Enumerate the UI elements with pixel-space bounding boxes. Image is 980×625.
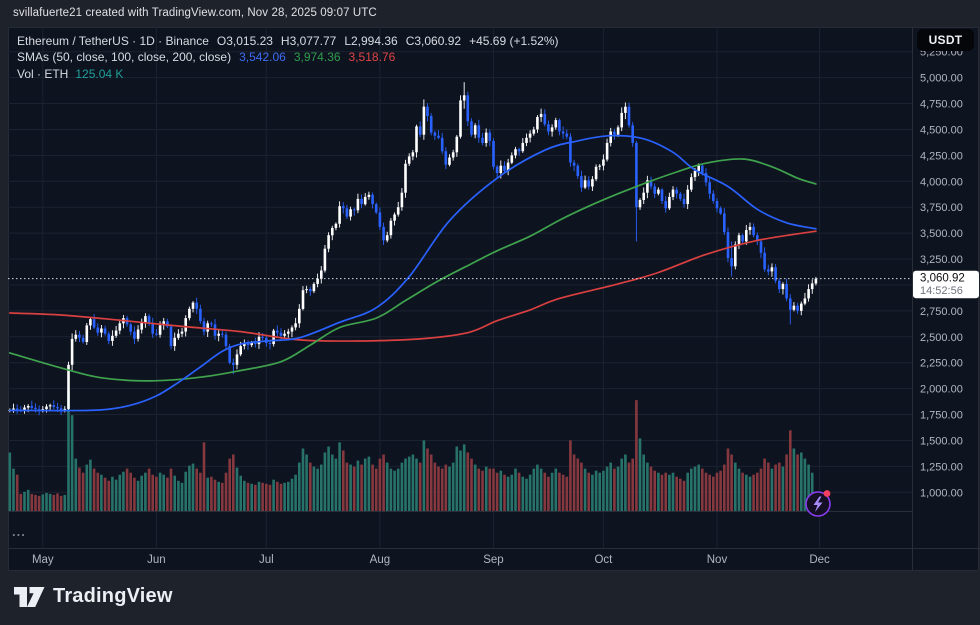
- svg-text:4,750.00: 4,750.00: [920, 99, 963, 111]
- currency-button[interactable]: USDT: [917, 29, 974, 51]
- attribution-bar: svillafuerte21 created with TradingView.…: [0, 0, 980, 27]
- svg-text:3,500.00: 3,500.00: [920, 228, 963, 240]
- notification-dot: [823, 490, 831, 497]
- sma100-line: [8, 158, 817, 382]
- svg-text:3,750.00: 3,750.00: [920, 202, 963, 214]
- bar-close-countdown: 14:52:56: [920, 285, 963, 297]
- sma200-line: [8, 230, 817, 342]
- more-options-ellipsis[interactable]: ...: [12, 524, 26, 539]
- svg-text:1,750.00: 1,750.00: [920, 410, 963, 422]
- ohlc-high: H3,077.77: [280, 34, 337, 48]
- flash-badge[interactable]: [805, 490, 831, 517]
- svg-text:Nov: Nov: [707, 554, 728, 566]
- candles: [8, 82, 818, 416]
- svg-text:Sep: Sep: [483, 554, 503, 566]
- symbol-title: Ethereum / TetherUS · 1D · Binance: [17, 34, 209, 48]
- sma-row: SMAs (50, close, 100, close, 200, close)…: [17, 49, 559, 65]
- price-chart-canvas[interactable]: 5,250.005,000.004,750.004,500.004,250.00…: [8, 27, 980, 572]
- lightning-icon: [813, 496, 823, 512]
- svg-text:Dec: Dec: [809, 554, 830, 566]
- svg-text:Jul: Jul: [259, 554, 274, 566]
- svg-text:4,000.00: 4,000.00: [920, 176, 963, 188]
- footer-bar: TradingView: [0, 571, 980, 625]
- svg-text:5,000.00: 5,000.00: [920, 73, 963, 85]
- time-axis[interactable]: May Jun Jul Aug Sep Oct Nov Dec: [32, 554, 830, 566]
- svg-text:1,000.00: 1,000.00: [920, 487, 963, 499]
- tradingview-logo[interactable]: TradingView: [14, 585, 173, 608]
- tradingview-logo-icon: [14, 586, 45, 607]
- svg-text:May: May: [32, 554, 54, 566]
- svg-text:Aug: Aug: [370, 554, 390, 566]
- chart-widget: 5,250.00 5,000.00 4,750.00 4,500.00 4,250.00…: [8, 27, 980, 572]
- chart-legend: Ethereum / TetherUS · 1D · Binance O3,015…: [17, 33, 559, 82]
- volume-bars: [8, 390, 818, 512]
- svg-text:3,060.92: 3,060.92: [920, 273, 965, 285]
- attribution-text: svillafuerte21 created with TradingView.…: [13, 7, 377, 19]
- svg-text:1,250.00: 1,250.00: [920, 461, 963, 473]
- price-change: +45.69 (+1.52%): [469, 34, 559, 48]
- volume-label: Vol · ETH: [17, 66, 69, 81]
- volume-value: 125.04 K: [75, 66, 124, 81]
- svg-text:2,750.00: 2,750.00: [920, 306, 963, 318]
- ohlc-open: O3,015.23: [216, 34, 273, 48]
- svg-text:2,500.00: 2,500.00: [920, 332, 963, 344]
- price-axis[interactable]: 5,250.005,000.004,750.004,500.004,250.00…: [920, 47, 963, 500]
- svg-text:1,500.00: 1,500.00: [920, 435, 963, 447]
- ohlc-close: C3,060.92: [405, 34, 462, 48]
- sma50-line: [8, 134, 817, 412]
- svg-text:2,250.00: 2,250.00: [920, 358, 963, 370]
- svg-text:Oct: Oct: [594, 554, 613, 566]
- svg-text:3,250.00: 3,250.00: [920, 254, 963, 266]
- svg-text:2,000.00: 2,000.00: [920, 384, 963, 396]
- sma50-value: 3,542.06: [239, 50, 286, 65]
- pane-separators: [8, 27, 980, 571]
- svg-text:4,500.00: 4,500.00: [920, 124, 963, 136]
- sma100-value: 3,974.36: [293, 50, 341, 65]
- symbol-row: Ethereum / TetherUS · 1D · Binance O3,015…: [17, 33, 559, 49]
- volume-row: Vol · ETH 125.04 K: [17, 66, 559, 82]
- sma-label: SMAs (50, close, 100, close, 200, close): [17, 50, 232, 65]
- svg-text:4,250.00: 4,250.00: [920, 150, 963, 162]
- svg-text:Jun: Jun: [147, 554, 166, 566]
- sma200-value: 3,518.76: [348, 50, 396, 65]
- ohlc-low: L2,994.36: [344, 34, 398, 48]
- tradingview-logo-text: TradingView: [53, 585, 173, 607]
